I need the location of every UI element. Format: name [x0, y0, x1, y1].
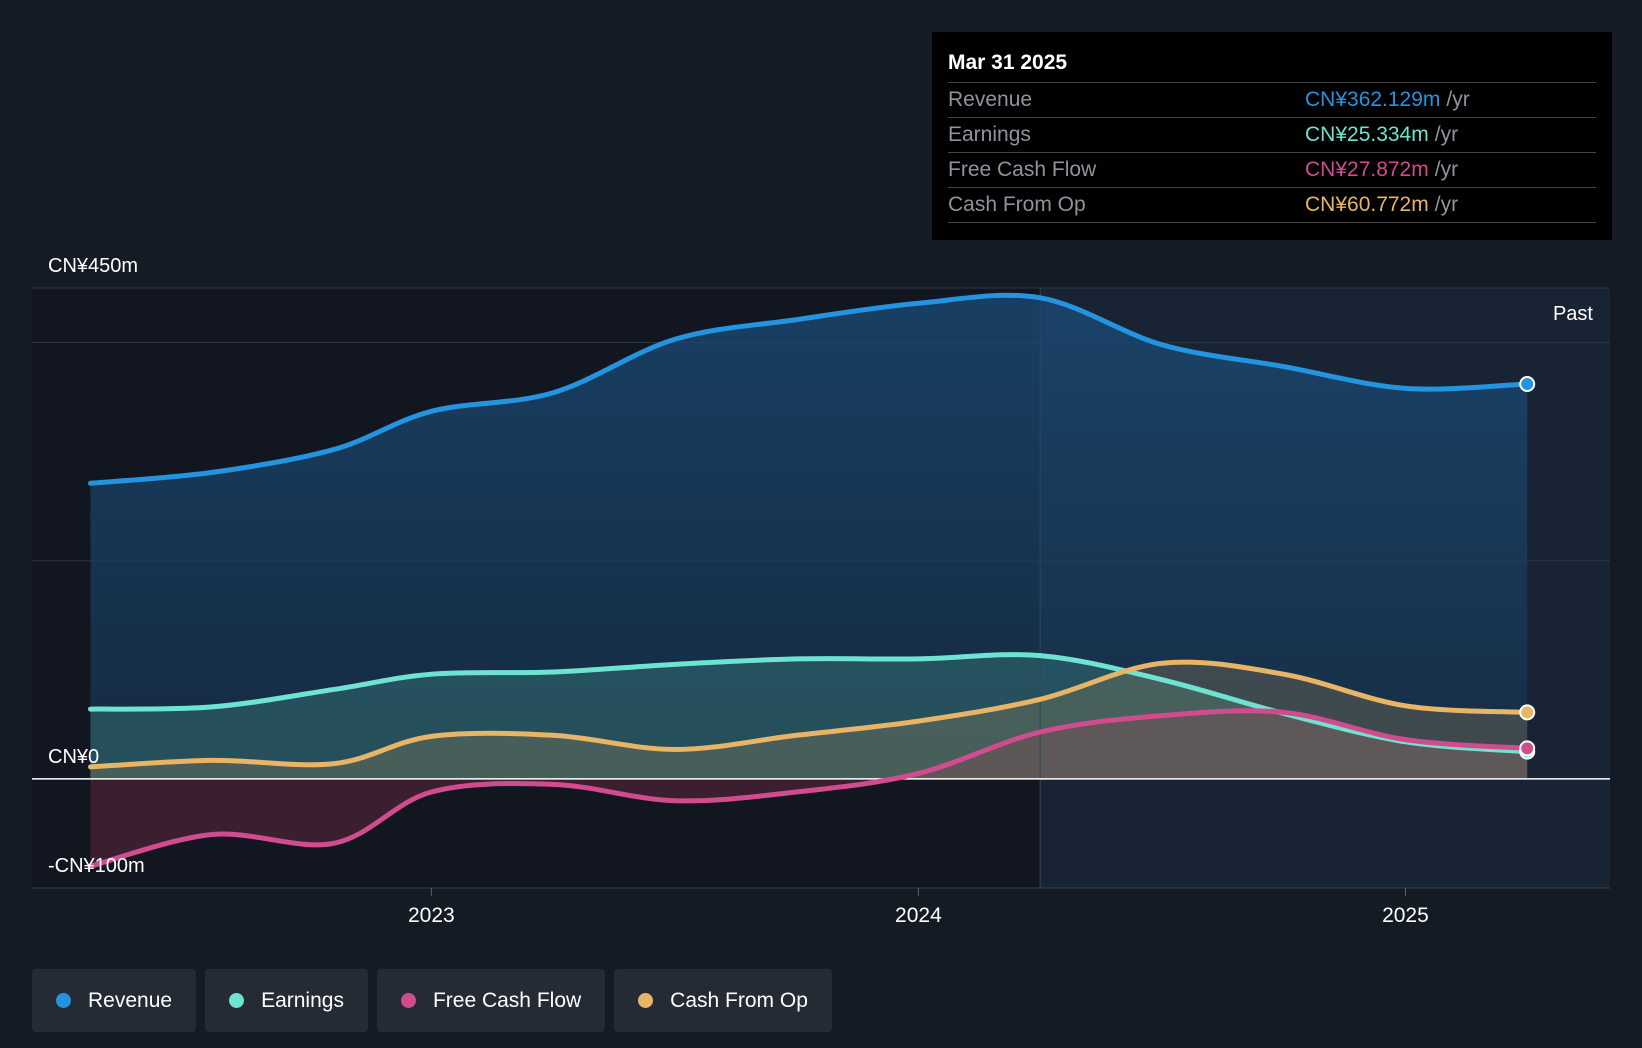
series-end-dots	[1519, 376, 1536, 760]
tooltip-unit: /yr	[1434, 193, 1459, 216]
free-cash-flow-dot-icon	[400, 993, 416, 1008]
x-tick-label: 2025	[1382, 904, 1429, 927]
revenue-dot-icon	[56, 993, 71, 1008]
x-tick-label: 2023	[408, 904, 455, 927]
tooltip-value: CN¥27.872m	[1305, 158, 1429, 181]
tooltip-row-free-cash-flow: Free Cash Flow CN¥27.872m /yr	[948, 153, 1596, 188]
tooltip: Mar 31 2025 Revenue CN¥362.129m /yr Earn…	[932, 32, 1612, 240]
area-cash-from-op	[90, 662, 1528, 779]
legend-item-free-cash-flow[interactable]: Free Cash Flow	[376, 969, 606, 1032]
tooltip-label: Earnings	[948, 123, 1031, 146]
x-tick-label: 2024	[895, 904, 942, 927]
tooltip-unit: /yr	[1434, 158, 1459, 181]
area-earnings	[90, 654, 1528, 779]
y-tick-label-zero: CN¥0	[48, 746, 99, 768]
tooltip-value: CN¥362.129m	[1305, 88, 1441, 111]
tooltip-value: CN¥60.772m	[1305, 193, 1429, 216]
legend-label: Revenue	[88, 988, 173, 1012]
tooltip-label: Revenue	[948, 88, 1033, 111]
cash-from-op-dot-icon	[638, 993, 654, 1008]
line-free-cash-flow	[87, 708, 1530, 869]
tooltip-value: CN¥25.334m	[1305, 123, 1429, 146]
earnings-dot-icon	[229, 993, 245, 1008]
legend-label: Earnings	[261, 988, 344, 1012]
line-cash-from-op	[87, 659, 1530, 770]
line-revenue	[87, 292, 1530, 486]
legend-item-earnings[interactable]: Earnings	[205, 969, 368, 1032]
tooltip-label: Cash From Op	[948, 193, 1086, 216]
y-tick-label-bottom: -CN¥100m	[48, 855, 145, 877]
tooltip-unit: /yr	[1434, 123, 1459, 146]
legend-item-cash-from-op[interactable]: Cash From Op	[614, 969, 832, 1032]
x-axis: 2023 2024 2025	[408, 888, 1429, 927]
past-label: Past	[1553, 303, 1593, 325]
end-point-cash-from-op	[1519, 704, 1536, 721]
series-lines	[87, 292, 1530, 869]
y-tick-label-top: CN¥450m	[48, 255, 138, 277]
legend-label: Free Cash Flow	[432, 988, 582, 1012]
tooltip-label: Free Cash Flow	[948, 158, 1097, 181]
tooltip-row-cash-from-op: Cash From Op CN¥60.772m /yr	[948, 188, 1596, 223]
area-revenue	[90, 295, 1528, 779]
legend-label: Cash From Op	[670, 988, 808, 1012]
tooltip-row-earnings: Earnings CN¥25.334m /yr	[948, 118, 1596, 153]
end-point-revenue	[1519, 376, 1536, 392]
tooltip-row-revenue: Revenue CN¥362.129m /yr	[948, 83, 1596, 118]
tooltip-unit: /yr	[1446, 88, 1470, 111]
tooltip-date: Mar 31 2025	[948, 48, 1596, 83]
legend: Revenue Earnings Free Cash Flow Cash Fro…	[32, 969, 832, 1032]
end-point-free-cash-flow	[1519, 740, 1536, 757]
legend-item-revenue[interactable]: Revenue	[32, 969, 197, 1032]
